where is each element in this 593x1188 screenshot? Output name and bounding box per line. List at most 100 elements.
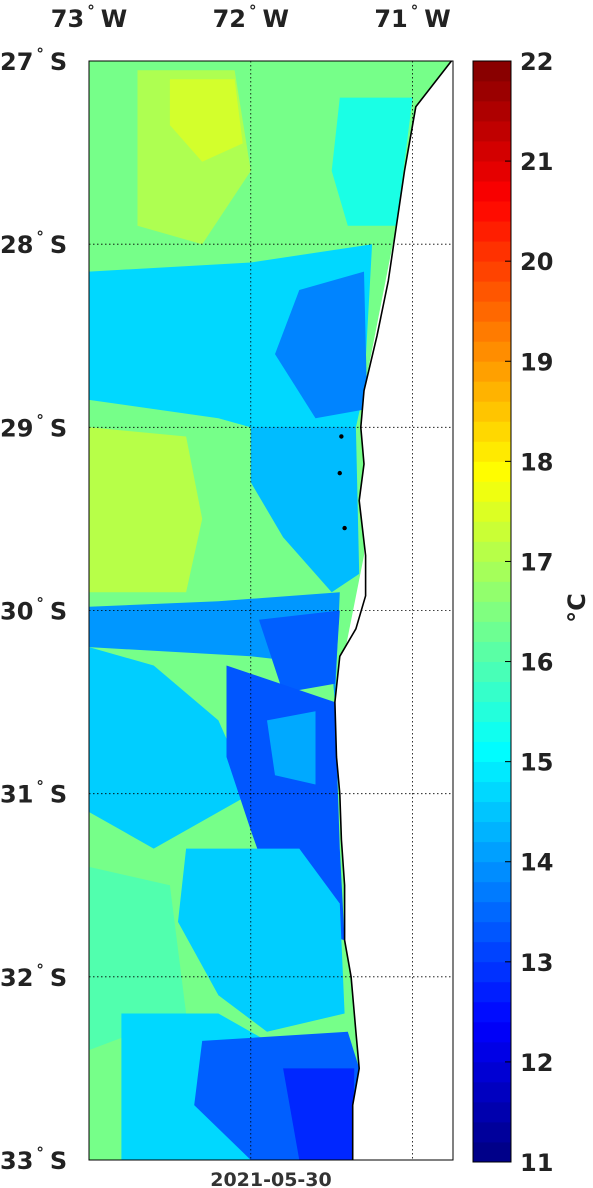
colorbar-tick-label: 16 <box>520 649 553 677</box>
colorbar-band <box>473 481 511 502</box>
colorbar-band <box>473 761 511 783</box>
colorbar-band <box>473 721 511 743</box>
colorbar-band <box>473 381 511 402</box>
colorbar-frame <box>472 60 512 1163</box>
colorbar-band <box>473 241 511 262</box>
sst-region <box>89 647 251 849</box>
colorbar-tick-label: 12 <box>520 1049 553 1077</box>
colorbar-band <box>473 101 511 122</box>
colorbar-band <box>473 161 511 182</box>
colorbar-band <box>473 321 511 342</box>
lat-tick-label: 29 ° S <box>0 411 67 442</box>
colorbar-band <box>473 1061 511 1083</box>
colorbar-tick-label: 17 <box>520 548 553 576</box>
sst-region <box>258 610 340 693</box>
colorbar-tick-label: 19 <box>520 348 553 376</box>
colorbar-band <box>473 641 511 662</box>
colorbar-band <box>473 361 511 382</box>
colorbar-band <box>473 1001 511 1023</box>
colorbar-band <box>473 581 511 602</box>
colorbar-band <box>473 221 511 242</box>
colorbar-band <box>473 1021 511 1043</box>
lat-tick-label: 33 ° S <box>0 1144 67 1175</box>
sst-region <box>275 271 368 419</box>
lon-tick-label: 72 ° W <box>213 2 289 33</box>
colorbar-band <box>473 1041 511 1063</box>
colorbar-band <box>473 461 511 482</box>
colorbar-band <box>473 901 511 923</box>
colorbar-band <box>473 821 511 843</box>
map-date: 2021-05-30 <box>210 1169 332 1188</box>
colorbar-tick-label: 20 <box>520 248 553 276</box>
colorbar-band <box>473 1101 511 1123</box>
sst-region <box>89 866 187 1051</box>
colorbar: 11 12 13 14 15 16 17 18 19 20 21 22 °C <box>472 48 591 1177</box>
sst-map <box>88 60 454 1161</box>
colorbar-band <box>473 881 511 903</box>
lat-tick-label: 27 ° S <box>0 45 67 76</box>
colorbar-band <box>473 941 511 963</box>
lat-tick-label: 30 ° S <box>0 595 67 626</box>
colorbar-band <box>473 741 511 763</box>
map-frame <box>88 60 454 1161</box>
colorbar-band <box>473 521 511 542</box>
sst-region <box>250 427 360 593</box>
islet <box>337 470 342 476</box>
colorbar-band <box>473 1121 511 1143</box>
colorbar-tick-label: 18 <box>520 448 553 476</box>
colorbar-band <box>473 201 511 222</box>
colorbar-band <box>473 601 511 622</box>
islet <box>342 525 347 531</box>
colorbar-tick-label: 11 <box>520 1149 553 1177</box>
colorbar-labels: 11 12 13 14 15 16 17 18 19 20 21 22 <box>505 48 553 1177</box>
colorbar-band <box>473 921 511 943</box>
latitude-labels: 27 ° S 28 ° S 29 ° S 30 ° S 31 ° S 32 ° S 33 ° S <box>0 45 67 1175</box>
sst-region <box>89 427 203 593</box>
colorbar-band <box>473 501 511 522</box>
colorbar-gradient <box>473 61 511 1163</box>
colorbar-band <box>473 281 511 302</box>
colorbar-band <box>473 781 511 803</box>
islet <box>339 434 344 439</box>
colorbar-band <box>473 981 511 1003</box>
colorbar-band <box>473 961 511 983</box>
colorbar-band <box>473 121 511 142</box>
lat-tick-label: 31 ° S <box>0 778 67 809</box>
colorbar-band <box>473 621 511 642</box>
colorbar-tick-label: 13 <box>520 949 553 977</box>
colorbar-band <box>473 561 511 582</box>
longitude-labels: 73 ° W 72 ° W 71 ° W <box>51 2 451 33</box>
colorbar-band <box>473 61 511 82</box>
colorbar-band <box>473 861 511 883</box>
colorbar-tick-label: 15 <box>520 749 553 777</box>
colorbar-band <box>473 141 511 162</box>
colorbar-band <box>473 261 511 282</box>
coastline <box>334 61 453 1160</box>
colorbar-band <box>473 441 511 462</box>
sst-region <box>283 1068 355 1160</box>
lat-tick-label: 32 ° S <box>0 961 67 992</box>
colorbar-tick-label: 21 <box>520 148 553 176</box>
colorbar-band <box>473 401 511 422</box>
sst-field <box>89 61 452 1160</box>
sst-region <box>178 848 345 1032</box>
sst-region <box>169 79 243 162</box>
colorbar-band <box>473 81 511 102</box>
colorbar-band <box>473 1081 511 1103</box>
colorbar-band <box>473 181 511 202</box>
colorbar-band <box>473 301 511 322</box>
colorbar-band <box>473 801 511 823</box>
colorbar-band <box>473 681 511 702</box>
colorbar-band <box>473 541 511 562</box>
lon-tick-label: 71 ° W <box>374 2 450 33</box>
colorbar-band <box>473 701 511 722</box>
sst-region <box>267 711 316 785</box>
colorbar-band <box>473 421 511 442</box>
colorbar-unit: °C <box>563 593 591 623</box>
colorbar-tick-label: 14 <box>520 849 553 877</box>
colorbar-tick-label: 22 <box>520 48 553 76</box>
colorbar-band <box>473 1141 511 1163</box>
graticule <box>89 61 453 1160</box>
sst-region <box>331 97 413 226</box>
